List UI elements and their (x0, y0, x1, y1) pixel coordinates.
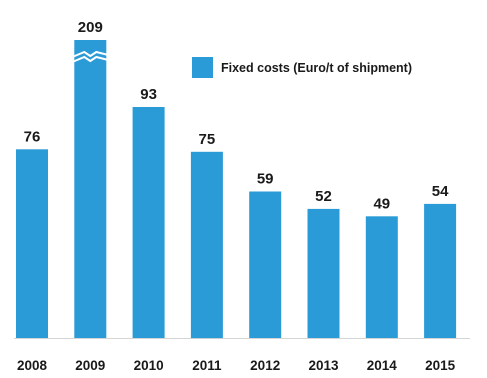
break-line (71, 55, 109, 63)
x-tick-label-2010: 2010 (134, 358, 164, 373)
break-line (71, 50, 109, 58)
bar-2012 (249, 191, 282, 338)
bar-2009 (74, 40, 107, 338)
value-label-2009: 209 (78, 19, 103, 36)
value-label-2012: 59 (257, 171, 274, 188)
x-tick-label-2012: 2012 (250, 358, 280, 373)
bar-2014 (365, 216, 398, 338)
x-tick-labels-layer: 2008 2009 2010 2011 2012 2013 2014 2015 (17, 358, 456, 373)
value-label-2008: 76 (24, 128, 41, 145)
value-label-2011: 75 (199, 131, 216, 148)
x-tick-label-2015: 2015 (425, 358, 456, 373)
bar-2013 (307, 208, 340, 338)
x-tick-label-2008: 2008 (17, 358, 48, 373)
legend-label: Fixed costs (Euro/t of shipment) (221, 61, 412, 75)
x-tick-label-2011: 2011 (192, 358, 222, 373)
x-tick-label-2014: 2014 (367, 358, 398, 373)
bar-2015 (424, 203, 457, 338)
value-label-2013: 52 (315, 188, 332, 205)
axis-break-mark (71, 50, 109, 63)
value-label-2015: 54 (432, 183, 449, 200)
legend: Fixed costs (Euro/t of shipment) (192, 57, 412, 78)
value-label-2010: 93 (140, 86, 157, 103)
bars-layer (14, 40, 470, 339)
x-tick-label-2013: 2013 (308, 358, 339, 373)
x-tick-label-2009: 2009 (75, 358, 105, 373)
value-labels-layer: 76 209 93 75 59 52 49 54 (24, 19, 449, 212)
bar-2010 (132, 107, 165, 338)
bar-2011 (190, 151, 223, 339)
legend-swatch (192, 57, 213, 78)
bar-2008 (16, 149, 48, 338)
value-label-2014: 49 (373, 195, 390, 212)
